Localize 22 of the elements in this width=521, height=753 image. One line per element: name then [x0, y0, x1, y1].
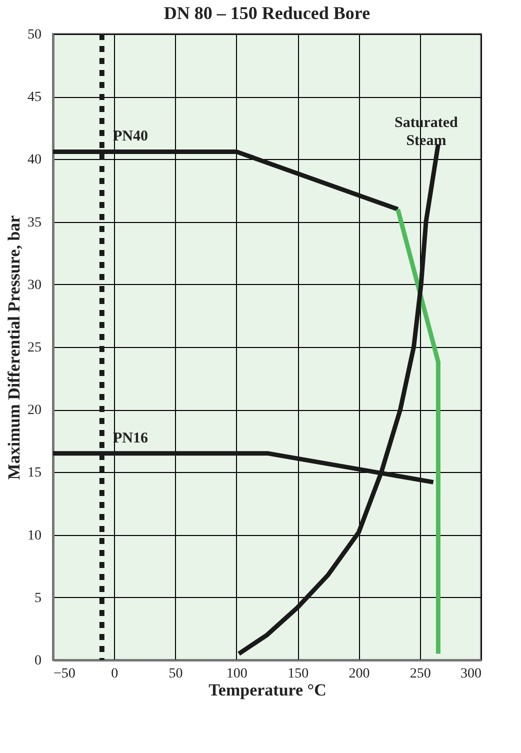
- x-tick-label: 200: [348, 666, 370, 682]
- y-tick-label: 40: [28, 152, 42, 168]
- y-tick-label: 0: [34, 654, 42, 668]
- y-tick-label: 45: [28, 90, 42, 106]
- y-tick-label: 5: [34, 590, 42, 606]
- y-tick-label: 50: [28, 28, 42, 42]
- y-tick-label: 20: [28, 403, 42, 418]
- x-tick-label: 50: [168, 666, 183, 682]
- x-tick-label: −50: [54, 666, 76, 682]
- y-axis-title: Maximum Differential Pressure, bar: [4, 214, 24, 480]
- x-tick-label: 0: [111, 666, 118, 682]
- x-tick-label: 150: [288, 666, 309, 682]
- x-tick-label: 100: [226, 666, 248, 682]
- chart-title: DN 80 – 150 Reduced Bore: [164, 3, 370, 23]
- x-tick-label: 250: [410, 666, 431, 682]
- y-tick-label: 30: [28, 278, 42, 293]
- x-tick-label: 300: [460, 666, 482, 682]
- y-tick-label: 25: [28, 340, 42, 356]
- x-axis-title: Temperature °C: [208, 680, 326, 700]
- y-tick-label: 35: [28, 215, 42, 230]
- y-tick-label: 15: [28, 466, 42, 481]
- y-tick-label: 10: [28, 528, 42, 544]
